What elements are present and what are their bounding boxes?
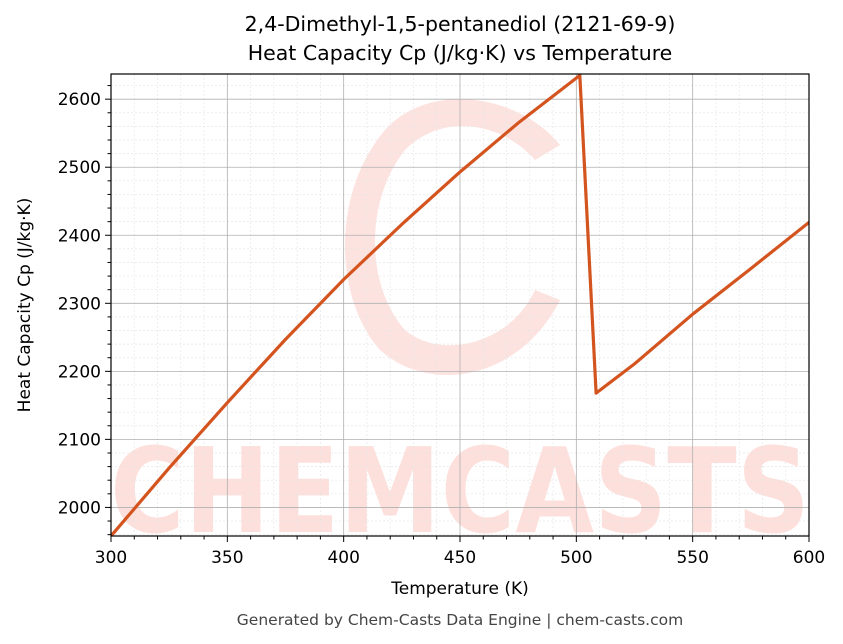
y-tick-label: 2400 — [58, 226, 101, 246]
x-tick-label: 550 — [676, 548, 708, 568]
x-tick-label: 400 — [327, 548, 359, 568]
footer-credit: Generated by Chem-Casts Data Engine | ch… — [237, 611, 683, 629]
y-tick-label: 2600 — [58, 90, 101, 110]
chart-subtitle: Heat Capacity Cp (J/kg·K) vs Temperature — [248, 41, 673, 65]
x-axis-ticks: 300 350 400 450 500 550 600 — [95, 536, 825, 568]
x-tick-label: 350 — [211, 548, 243, 568]
x-tick-label: 600 — [793, 548, 825, 568]
x-axis-label: Temperature (K) — [390, 579, 529, 599]
series-layer — [111, 74, 809, 536]
y-tick-label: 2500 — [58, 158, 101, 178]
y-tick-label: 2000 — [58, 498, 101, 518]
x-tick-label: 500 — [560, 548, 592, 568]
y-axis-label: Heat Capacity Cp (J/kg·K) — [15, 198, 35, 413]
x-tick-label: 300 — [95, 548, 127, 568]
y-tick-label: 2300 — [58, 294, 101, 314]
chart-title: 2,4-Dimethyl-1,5-pentanediol (2121-69-9) — [245, 12, 676, 36]
series-line-0 — [111, 74, 809, 536]
x-tick-label: 450 — [444, 548, 476, 568]
y-tick-label: 2100 — [58, 430, 101, 450]
y-tick-label: 2200 — [58, 362, 101, 382]
y-axis-ticks: 2000 2100 2200 2300 2400 2500 2600 — [58, 85, 111, 536]
